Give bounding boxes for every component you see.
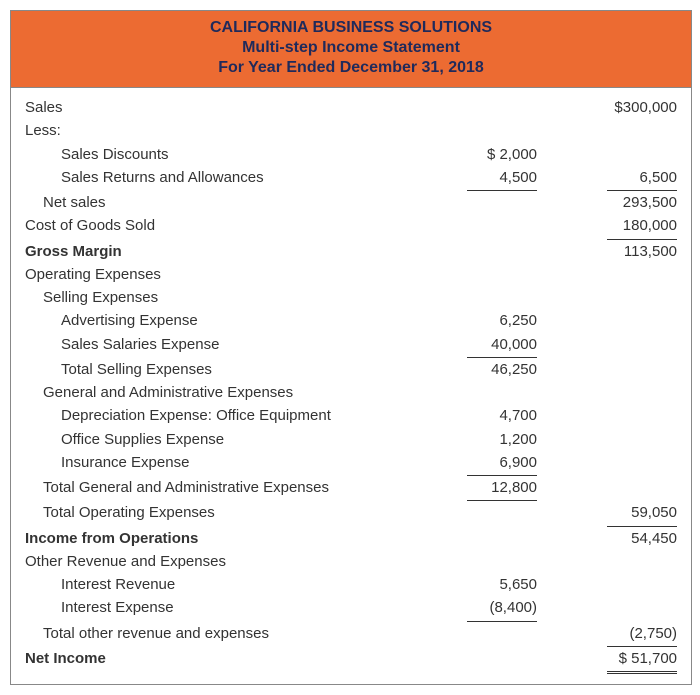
label: Office Supplies Expense xyxy=(25,428,427,451)
statement-title: Multi-step Income Statement xyxy=(11,39,691,57)
label: Total General and Administrative Expense… xyxy=(25,476,427,499)
label: Net Income xyxy=(25,647,427,670)
amount: 6,900 xyxy=(467,451,537,476)
label: Total Selling Expenses xyxy=(25,358,427,381)
amount: 4,700 xyxy=(427,404,537,427)
line-opex: Operating Expenses xyxy=(25,263,677,286)
line-sales: Sales $300,000 xyxy=(25,96,677,119)
amount: 5,650 xyxy=(427,573,537,596)
amount: 4,500 xyxy=(467,166,537,191)
amount: $ 51,700 xyxy=(607,647,677,674)
line-other: Other Revenue and Expenses xyxy=(25,550,677,573)
label: Advertising Expense xyxy=(25,309,427,332)
line-returns: Sales Returns and Allowances 4,500 6,500 xyxy=(25,166,677,191)
amount: 46,250 xyxy=(427,358,537,381)
line-int-rev: Interest Revenue 5,650 xyxy=(25,573,677,596)
amount: 113,500 xyxy=(567,240,677,263)
label: General and Administrative Expenses xyxy=(25,381,427,404)
label: Interest Revenue xyxy=(25,573,427,596)
company-name: CALIFORNIA BUSINESS SOLUTIONS xyxy=(11,19,691,37)
line-advertising: Advertising Expense 6,250 xyxy=(25,309,677,332)
line-ga-total: Total General and Administrative Expense… xyxy=(25,476,677,501)
line-gross-margin: Gross Margin 113,500 xyxy=(25,240,677,263)
line-insurance: Insurance Expense 6,900 xyxy=(25,451,677,476)
line-op-income: Income from Operations 54,450 xyxy=(25,527,677,550)
label: Total Operating Expenses xyxy=(25,501,427,524)
line-selling-total: Total Selling Expenses 46,250 xyxy=(25,358,677,381)
label: Sales Returns and Allowances xyxy=(25,166,427,189)
label: Sales xyxy=(25,96,427,119)
label: Selling Expenses xyxy=(25,286,427,309)
amount: 6,250 xyxy=(427,309,537,332)
label: Operating Expenses xyxy=(25,263,427,286)
line-net-income: Net Income $ 51,700 xyxy=(25,647,677,674)
label: Total other revenue and expenses xyxy=(25,622,427,645)
amount: (2,750) xyxy=(607,622,677,647)
statement-header: CALIFORNIA BUSINESS SOLUTIONS Multi-step… xyxy=(11,11,691,88)
line-selling-exp: Selling Expenses xyxy=(25,286,677,309)
line-cogs: Cost of Goods Sold 180,000 xyxy=(25,214,677,239)
amount: $300,000 xyxy=(567,96,677,119)
line-opex-total: Total Operating Expenses 59,050 xyxy=(25,501,677,526)
line-less: Less: xyxy=(25,119,677,142)
amount: 54,450 xyxy=(567,527,677,550)
label: Cost of Goods Sold xyxy=(25,214,427,237)
label: Net sales xyxy=(25,191,427,214)
amount: 180,000 xyxy=(607,214,677,239)
amount: $ 2,000 xyxy=(427,143,537,166)
label: Depreciation Expense: Office Equipment xyxy=(25,404,427,427)
line-discounts: Sales Discounts $ 2,000 xyxy=(25,143,677,166)
line-salaries: Sales Salaries Expense 40,000 xyxy=(25,333,677,358)
statement-period: For Year Ended December 31, 2018 xyxy=(11,59,691,77)
amount: 40,000 xyxy=(467,333,537,358)
income-statement: CALIFORNIA BUSINESS SOLUTIONS Multi-step… xyxy=(10,10,692,685)
line-net-sales: Net sales 293,500 xyxy=(25,191,677,214)
amount: 12,800 xyxy=(467,476,537,501)
amount: (8,400) xyxy=(467,596,537,621)
label: Insurance Expense xyxy=(25,451,427,474)
line-int-exp: Interest Expense (8,400) xyxy=(25,596,677,621)
amount: 6,500 xyxy=(607,166,677,191)
amount: 293,500 xyxy=(567,191,677,214)
amount: 1,200 xyxy=(427,428,537,451)
label: Gross Margin xyxy=(25,240,427,263)
label: Interest Expense xyxy=(25,596,427,619)
statement-body: Sales $300,000 Less: Sales Discounts $ 2… xyxy=(11,88,691,684)
line-supplies: Office Supplies Expense 1,200 xyxy=(25,428,677,451)
line-depreciation: Depreciation Expense: Office Equipment 4… xyxy=(25,404,677,427)
label: Sales Discounts xyxy=(25,143,427,166)
line-other-total: Total other revenue and expenses (2,750) xyxy=(25,622,677,647)
line-ga: General and Administrative Expenses xyxy=(25,381,677,404)
label: Income from Operations xyxy=(25,527,427,550)
amount: 59,050 xyxy=(607,501,677,526)
label: Sales Salaries Expense xyxy=(25,333,427,356)
label: Less: xyxy=(25,119,427,142)
label: Other Revenue and Expenses xyxy=(25,550,427,573)
